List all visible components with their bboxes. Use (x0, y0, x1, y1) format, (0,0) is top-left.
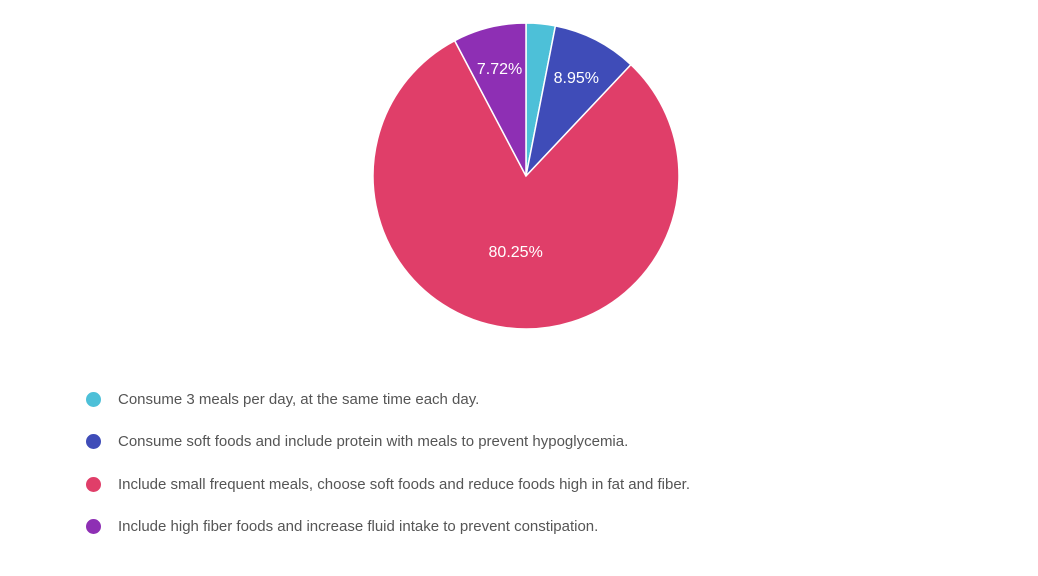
pie-slice-3[interactable] (453, 22, 527, 177)
pie-data-label-2: 80.25% (489, 244, 543, 261)
legend-label-1: Consume soft foods and include protein w… (118, 433, 629, 450)
legend-item-2[interactable]: Include small frequent meals, choose sof… (86, 470, 690, 498)
pie-data-label-1: 8.95% (554, 70, 599, 87)
pie-chart-svg: 8.95% 80.25% 7.72% (372, 22, 680, 330)
pie-slice-2[interactable] (372, 39, 680, 330)
legend-label-3: Include high fiber foods and increase fl… (118, 518, 599, 535)
pie-slices (372, 22, 680, 330)
pie-data-label-3: 7.72% (477, 61, 522, 78)
legend-item-0[interactable]: Consume 3 meals per day, at the same tim… (86, 385, 690, 413)
legend-marker-3 (86, 519, 101, 534)
pie-slice-1[interactable] (524, 24, 633, 179)
legend-marker-2 (86, 476, 101, 492)
legend-label-0: Consume 3 meals per day, at the same tim… (118, 390, 480, 408)
pie-data-labels: 8.95% 80.25% 7.72% (477, 61, 599, 261)
legend-marker-0 (86, 391, 101, 407)
legend-item-3[interactable]: Include high fiber foods and increase fl… (86, 513, 690, 541)
legend-marker-1 (86, 434, 101, 449)
legend-label-2: Include small frequent meals, choose sof… (118, 475, 691, 493)
legend-item-1[interactable]: Consume soft foods and include protein w… (86, 428, 690, 456)
chart-legend: Consume 3 meals per day, at the same tim… (86, 385, 690, 555)
